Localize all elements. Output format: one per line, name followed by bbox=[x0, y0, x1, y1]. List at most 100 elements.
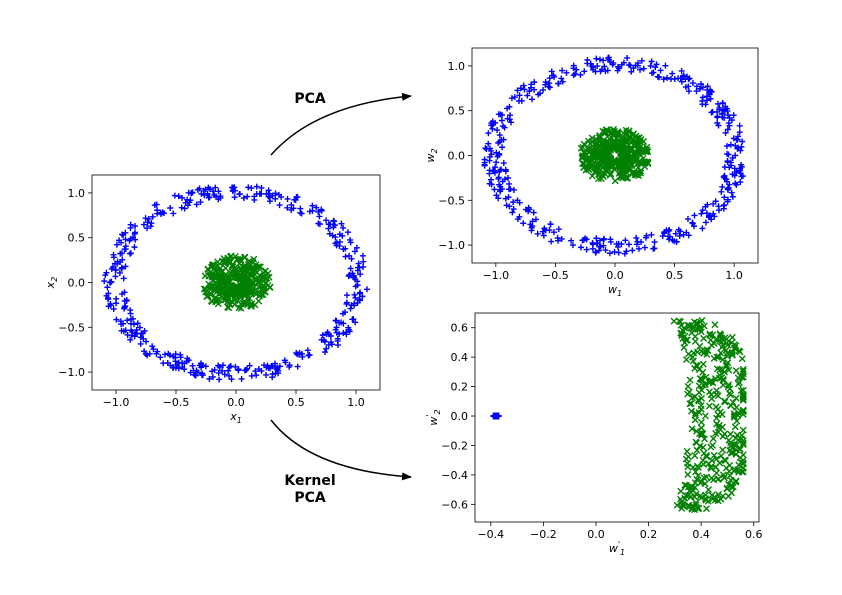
scatter-point bbox=[596, 132, 604, 140]
scatter-point bbox=[530, 209, 537, 216]
scatter-point bbox=[113, 241, 120, 248]
scatter-point bbox=[154, 348, 161, 355]
scatter-point bbox=[275, 370, 282, 377]
scatter-point bbox=[698, 347, 706, 355]
scatter-point bbox=[304, 347, 311, 354]
scatter-point bbox=[140, 221, 147, 228]
scatter-point bbox=[331, 218, 338, 225]
scatter-point bbox=[275, 191, 282, 198]
scatter-point bbox=[340, 224, 347, 231]
scatter-point bbox=[688, 425, 696, 433]
scatter-point bbox=[137, 340, 144, 347]
scatter-point bbox=[682, 492, 690, 500]
scatter-point bbox=[127, 250, 134, 257]
scatter-point bbox=[352, 283, 359, 290]
scatter-point bbox=[132, 229, 139, 236]
scatter-point bbox=[527, 221, 534, 228]
scatter-point bbox=[739, 408, 747, 416]
scatter-point bbox=[118, 265, 125, 272]
scatter-point bbox=[240, 281, 248, 289]
scatter-point bbox=[194, 369, 201, 376]
scatter-point bbox=[498, 117, 505, 124]
pca-label: PCA bbox=[294, 91, 326, 107]
scatter-point bbox=[648, 231, 655, 238]
scatter-point bbox=[359, 252, 366, 259]
scatter-point bbox=[298, 210, 305, 217]
scatter-point bbox=[220, 258, 228, 266]
scatter-point bbox=[704, 83, 711, 90]
scatter-point bbox=[669, 70, 676, 77]
y-tick-label: 0.4 bbox=[451, 351, 469, 364]
y-tick-label: −0.2 bbox=[441, 439, 468, 452]
scatter-point bbox=[623, 168, 631, 176]
scatter-point bbox=[724, 196, 731, 203]
scatter-point bbox=[157, 354, 164, 361]
scatter-point bbox=[699, 456, 707, 464]
scatter-point bbox=[506, 103, 513, 110]
scatter-point bbox=[736, 445, 744, 453]
scatter-point bbox=[120, 275, 127, 282]
scatter-point bbox=[537, 90, 544, 97]
scatter-point bbox=[554, 234, 561, 241]
scatter-point bbox=[596, 243, 603, 250]
scatter-point bbox=[683, 447, 691, 455]
y-tick-label: 1.0 bbox=[448, 60, 466, 73]
scatter-point bbox=[171, 192, 178, 199]
scatter-point bbox=[732, 180, 739, 187]
scatter-point bbox=[684, 459, 692, 467]
x-tick-label: −1.0 bbox=[482, 269, 509, 282]
scatter-point bbox=[323, 331, 330, 338]
scatter-point bbox=[682, 356, 690, 364]
scatter-point bbox=[679, 326, 687, 334]
scatter-point bbox=[510, 199, 517, 206]
scatter-point bbox=[739, 451, 747, 459]
scatter-point bbox=[709, 108, 716, 115]
scatter-point bbox=[728, 162, 735, 169]
scatter-point bbox=[355, 260, 362, 267]
scatter-point bbox=[710, 210, 717, 217]
scatter-point bbox=[738, 161, 745, 168]
scatter-point bbox=[172, 358, 179, 365]
kernel-pca-label-line1: Kernel bbox=[284, 473, 335, 489]
scatter-point bbox=[622, 145, 630, 153]
scatter-point bbox=[660, 76, 667, 83]
scatter-point bbox=[128, 332, 135, 339]
scatter-point bbox=[694, 472, 702, 480]
scatter-point bbox=[684, 453, 692, 461]
scatter-point bbox=[207, 285, 215, 293]
scatter-point bbox=[346, 328, 353, 335]
scatter-point bbox=[736, 129, 743, 136]
scatter-point bbox=[219, 367, 226, 374]
scatter-point bbox=[724, 126, 731, 133]
scatter-point bbox=[212, 298, 220, 306]
scatter-point bbox=[579, 143, 587, 151]
scatter-point bbox=[202, 363, 209, 370]
scatter-point bbox=[621, 250, 628, 257]
scatter-point bbox=[356, 290, 363, 297]
scatter-point bbox=[607, 170, 615, 178]
scatter-point bbox=[112, 267, 119, 274]
x-tick-label: 0.0 bbox=[587, 528, 605, 541]
x-tick-label: 1.0 bbox=[347, 396, 365, 409]
scatter-point bbox=[593, 240, 600, 247]
scatter-point bbox=[710, 354, 718, 362]
scatter-point bbox=[153, 201, 160, 208]
scatter-point bbox=[693, 446, 701, 454]
scatter-point bbox=[704, 486, 712, 494]
scatter-point bbox=[689, 80, 696, 87]
scatter-point bbox=[651, 245, 658, 252]
scatter-point bbox=[739, 138, 746, 145]
scatter-point bbox=[681, 481, 689, 489]
scatter-point bbox=[211, 366, 218, 373]
y-tick-label: −0.5 bbox=[438, 194, 465, 207]
scatter-point bbox=[299, 353, 306, 360]
scatter-point bbox=[720, 474, 728, 482]
scatter-point bbox=[583, 246, 590, 253]
scatter-point bbox=[546, 80, 553, 87]
scatter-point bbox=[236, 190, 243, 197]
scatter-point bbox=[714, 490, 722, 498]
scatter-point bbox=[170, 210, 177, 217]
scatter-point bbox=[602, 247, 609, 254]
scatter-point bbox=[502, 195, 509, 202]
scatter-point bbox=[306, 208, 313, 215]
